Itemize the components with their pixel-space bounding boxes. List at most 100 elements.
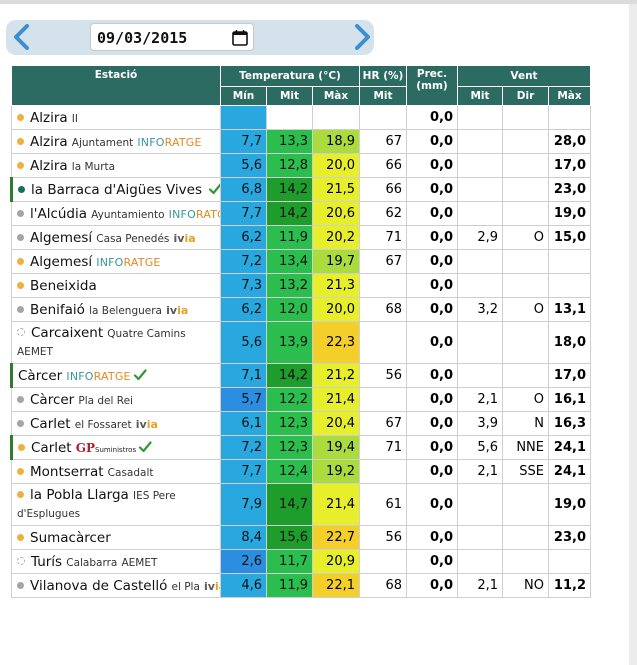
temp-max-cell: 21,4: [312, 483, 360, 526]
humidity-cell: [359, 387, 407, 412]
station-name: Sumacàrcer: [30, 529, 111, 546]
precip-cell: 0,0: [406, 459, 458, 484]
temp-max-cell: 21,3: [312, 273, 360, 298]
station-cell[interactable]: Alzira II: [11, 105, 221, 130]
table-row[interactable]: Vilanova de Castelló el Pla ivia4,611,92…: [11, 573, 591, 598]
table-row[interactable]: Algemesí INFORATGE 7,2 13,4 19,7 67 0,0: [11, 249, 591, 274]
col-temperature[interactable]: Temperatura (°C): [220, 65, 360, 87]
table-row[interactable]: Alzira la Murta 5,6 12,8 20,0 66 0,0 17,0: [11, 153, 591, 178]
station-status-icon: [17, 161, 24, 169]
station-cell[interactable]: Càrcer Pla del Rei: [11, 387, 221, 412]
station-cell[interactable]: Carlet el Fossaret ivia: [11, 411, 221, 436]
chevron-left-icon: [14, 24, 29, 50]
station-cell[interactable]: Càrcer INFORATGE: [10, 363, 221, 388]
table-row[interactable]: Montserrat Casadalt 7,7 12,4 19,2 0,0 2,1 SSE…: [11, 459, 591, 484]
gp-logo: GPSuministros: [75, 440, 137, 455]
station-cell[interactable]: Beneixida: [11, 273, 221, 298]
table-row[interactable]: Turís Calabarra AEMET 2,6 11,7 20,9 0,0: [11, 549, 591, 574]
temp-min-cell: 6,1: [220, 411, 267, 436]
station-name: Benifaió: [30, 301, 85, 318]
station-status-icon: [17, 419, 24, 427]
station-cell[interactable]: la Barraca d'Aigües Vives: [10, 177, 221, 202]
station-status-icon: [18, 443, 25, 451]
table-row[interactable]: Càrcer Pla del Rei 5,7 12,2 21,4 0,0 2,1 O 16,…: [11, 387, 591, 412]
station-cell[interactable]: l'Alcúdia Ayuntamiento INFORATGE: [11, 201, 221, 226]
station-cell[interactable]: Benifaió la Belenguera ivia: [11, 297, 221, 322]
station-name: Alzira: [30, 157, 68, 174]
precip-cell: 0,0: [406, 297, 458, 322]
wind-mid-cell: [457, 201, 503, 226]
table-row[interactable]: Alzira Ajuntament INFORATGE 7,7 13,3 18,9 67…: [11, 129, 591, 154]
station-cell[interactable]: Vilanova de Castelló el Pla ivia: [11, 573, 221, 598]
top-divider: [0, 0, 637, 4]
table-row[interactable]: la Pobla Llarga IES Pere d'Esplugues 7,9…: [11, 483, 591, 526]
precip-cell: 0,0: [406, 249, 458, 274]
station-cell[interactable]: Alzira la Murta: [11, 153, 221, 178]
table-row[interactable]: Alzira II 0,0: [11, 105, 591, 130]
station-cell[interactable]: la Pobla Llarga IES Pere d'Esplugues: [11, 483, 221, 526]
table-row[interactable]: Carcaixent Quatre Camins AEMET 5,6 13,9 22,…: [11, 321, 591, 364]
previous-day-button[interactable]: [8, 23, 36, 51]
station-status-icon: [17, 137, 24, 145]
table-row[interactable]: Algemesí Casa Penedés ivia 6,2 11,9 20,2 71 0…: [11, 225, 591, 250]
station-cell[interactable]: Carlet GPSuministros: [10, 435, 221, 460]
ivia-logo: ivia: [135, 417, 158, 431]
col-wind-mid[interactable]: Mit: [457, 86, 503, 106]
wind-dir-cell: [502, 273, 549, 298]
table-row[interactable]: l'Alcúdia Ayuntamiento INFORATGE7,714,22…: [11, 201, 591, 226]
wind-mid-cell: [457, 249, 503, 274]
humidity-cell: 66: [359, 153, 407, 178]
station-cell[interactable]: Algemesí Casa Penedés ivia: [11, 225, 221, 250]
ivia-logo: ivia: [173, 231, 196, 245]
ivia-logo: ivia: [204, 579, 219, 593]
table-row[interactable]: Beneixida 7,3 13,2 21,3 0,0: [11, 273, 591, 298]
col-wind-dir[interactable]: Dir: [502, 86, 549, 106]
station-location: IES Pere d'Esplugues: [17, 490, 176, 520]
next-day-button[interactable]: [348, 23, 376, 51]
wind-mid-cell: 2,9: [457, 225, 503, 250]
temp-mid-cell: 12,4: [266, 459, 313, 484]
temp-min-cell: 2,6: [220, 549, 267, 574]
table-row[interactable]: Sumacàrcer 8,4 15,6 22,7 56 0,0 23,0: [11, 525, 591, 550]
date-input[interactable]: 09/03/2015: [90, 23, 254, 51]
col-hr-mid[interactable]: Mit: [359, 86, 407, 106]
wind-mid-cell: [457, 177, 503, 202]
table-row[interactable]: Càrcer INFORATGE 7,1 14,2 21,2 56 0,0 17,0: [10, 363, 591, 388]
temp-mid-cell: 11,9: [266, 225, 313, 250]
wind-dir-cell: [502, 525, 549, 550]
precip-cell: 0,0: [406, 225, 458, 250]
col-precip[interactable]: Prec. (mm): [406, 65, 458, 106]
temp-min-cell: 7,7: [220, 459, 267, 484]
table-row[interactable]: la Barraca d'Aigües Vives 6,8 14,2 21,5 66 0…: [10, 177, 591, 202]
col-temp-mid[interactable]: Mit: [266, 86, 313, 106]
station-cell[interactable]: Turís Calabarra AEMET: [11, 549, 221, 574]
col-humidity[interactable]: HR (%): [359, 65, 407, 87]
station-cell[interactable]: Montserrat Casadalt: [11, 459, 221, 484]
table-row[interactable]: Carlet GPSuministros 7,2 12,3 19,4 71 0,0 5,6 N…: [10, 435, 591, 460]
aemet-label: AEMET: [17, 346, 53, 358]
temp-min-cell: 8,4: [220, 525, 267, 550]
station-location: Pla del Rei: [78, 394, 133, 407]
station-name: Turís: [31, 553, 63, 570]
col-station[interactable]: Estació: [11, 65, 221, 106]
station-cell[interactable]: Alzira Ajuntament INFORATGE: [11, 129, 221, 154]
station-cell[interactable]: Algemesí INFORATGE: [11, 249, 221, 274]
temp-mid-cell: 12,8: [266, 153, 313, 178]
calendar-icon[interactable]: [231, 29, 249, 47]
col-temp-min[interactable]: Mín: [220, 86, 267, 106]
station-status-icon: [18, 185, 25, 193]
temp-mid-cell: 15,6: [266, 525, 313, 550]
wind-mid-cell: 3,2: [457, 297, 503, 322]
table-row[interactable]: Benifaió la Belenguera ivia 6,2 12,0 20,0 68…: [11, 297, 591, 322]
humidity-cell: 61: [359, 483, 407, 526]
station-location: II: [71, 112, 78, 125]
aemet-label: AEMET: [121, 556, 158, 569]
station-cell[interactable]: Carcaixent Quatre Camins AEMET: [11, 321, 221, 364]
col-wind[interactable]: Vent: [457, 65, 591, 87]
wind-dir-cell: O: [502, 297, 549, 322]
temp-mid-cell: 14,2: [266, 201, 313, 226]
col-wind-max[interactable]: Màx: [548, 86, 591, 106]
col-temp-max[interactable]: Màx: [312, 86, 360, 106]
table-row[interactable]: Carlet el Fossaret ivia 6,1 12,3 20,4 67 0,0 3…: [11, 411, 591, 436]
station-cell[interactable]: Sumacàrcer: [11, 525, 221, 550]
